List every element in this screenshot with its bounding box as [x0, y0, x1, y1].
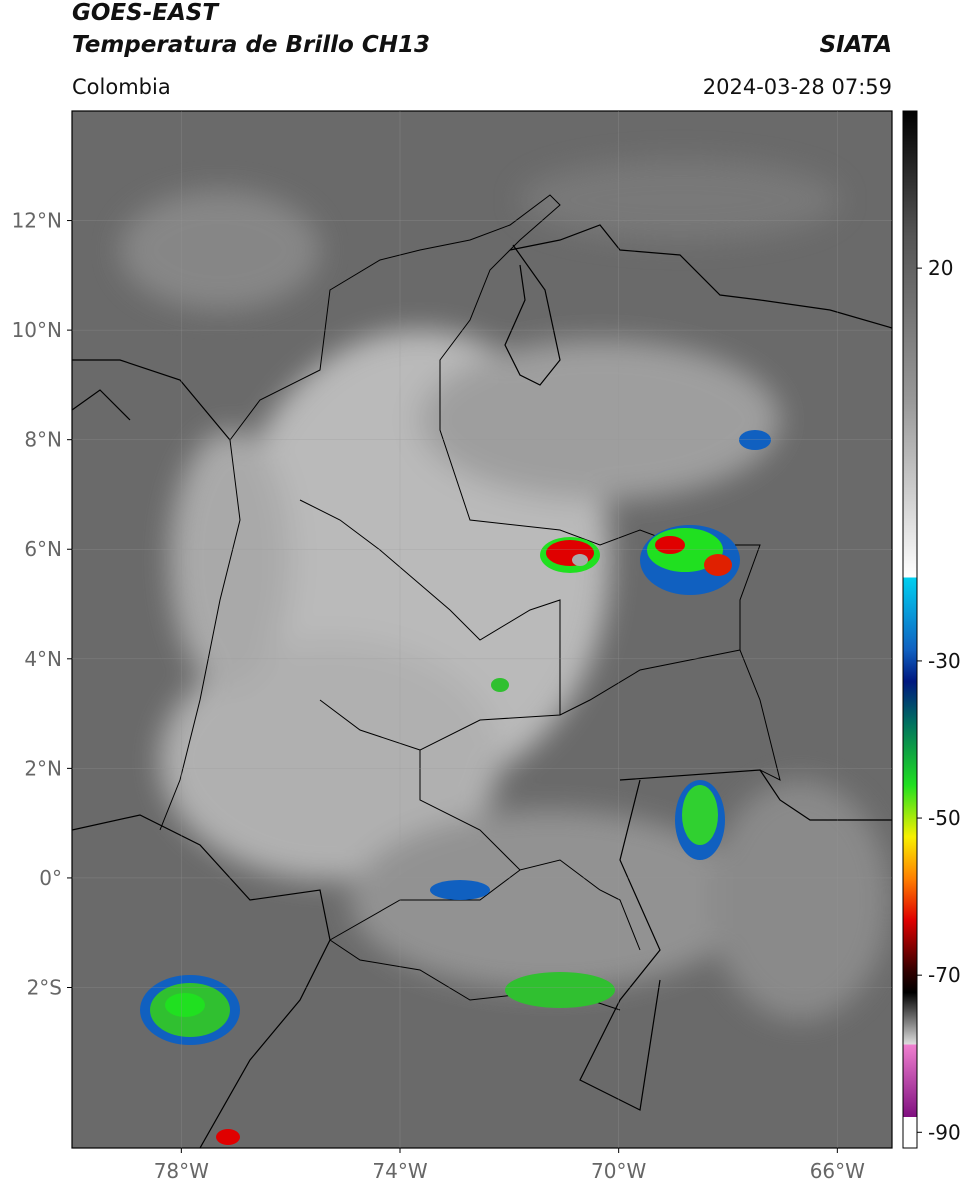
- colorbar-tick-label: -30: [928, 649, 961, 673]
- y-tick-label: 2°N: [24, 756, 62, 780]
- colorbar-tick-label: -50: [928, 806, 961, 830]
- y-tick-label: 4°N: [24, 647, 62, 671]
- source: SIATA: [820, 32, 892, 58]
- title: GOES-EAST: [72, 0, 220, 26]
- region: Colombia: [72, 75, 171, 99]
- colorbar-tick-label: -70: [928, 963, 961, 987]
- x-tick-label: 70°W: [591, 1159, 646, 1183]
- subtitle: Temperatura de Brillo CH13: [72, 32, 430, 58]
- y-tick-label: 6°N: [24, 537, 62, 561]
- y-tick-label: 10°N: [12, 318, 62, 342]
- x-tick-label: 74°W: [372, 1159, 427, 1183]
- x-tick-label: 66°W: [810, 1159, 865, 1183]
- y-tick-label: 12°N: [12, 209, 62, 233]
- satellite-image: [72, 111, 892, 1148]
- convective-cells: [140, 430, 771, 1145]
- y-tick-label: 0°: [39, 866, 62, 890]
- x-tick-label: 78°W: [154, 1159, 209, 1183]
- map-frame: [71, 110, 893, 1149]
- colorbar-tick-label: -90: [928, 1120, 961, 1144]
- colorbar: [902, 110, 918, 1149]
- colorbar-tick-label: 20: [928, 256, 953, 280]
- y-tick-label: 2°S: [27, 975, 62, 999]
- y-tick-label: 8°N: [24, 428, 62, 452]
- datetime: 2024-03-28 07:59: [703, 75, 892, 99]
